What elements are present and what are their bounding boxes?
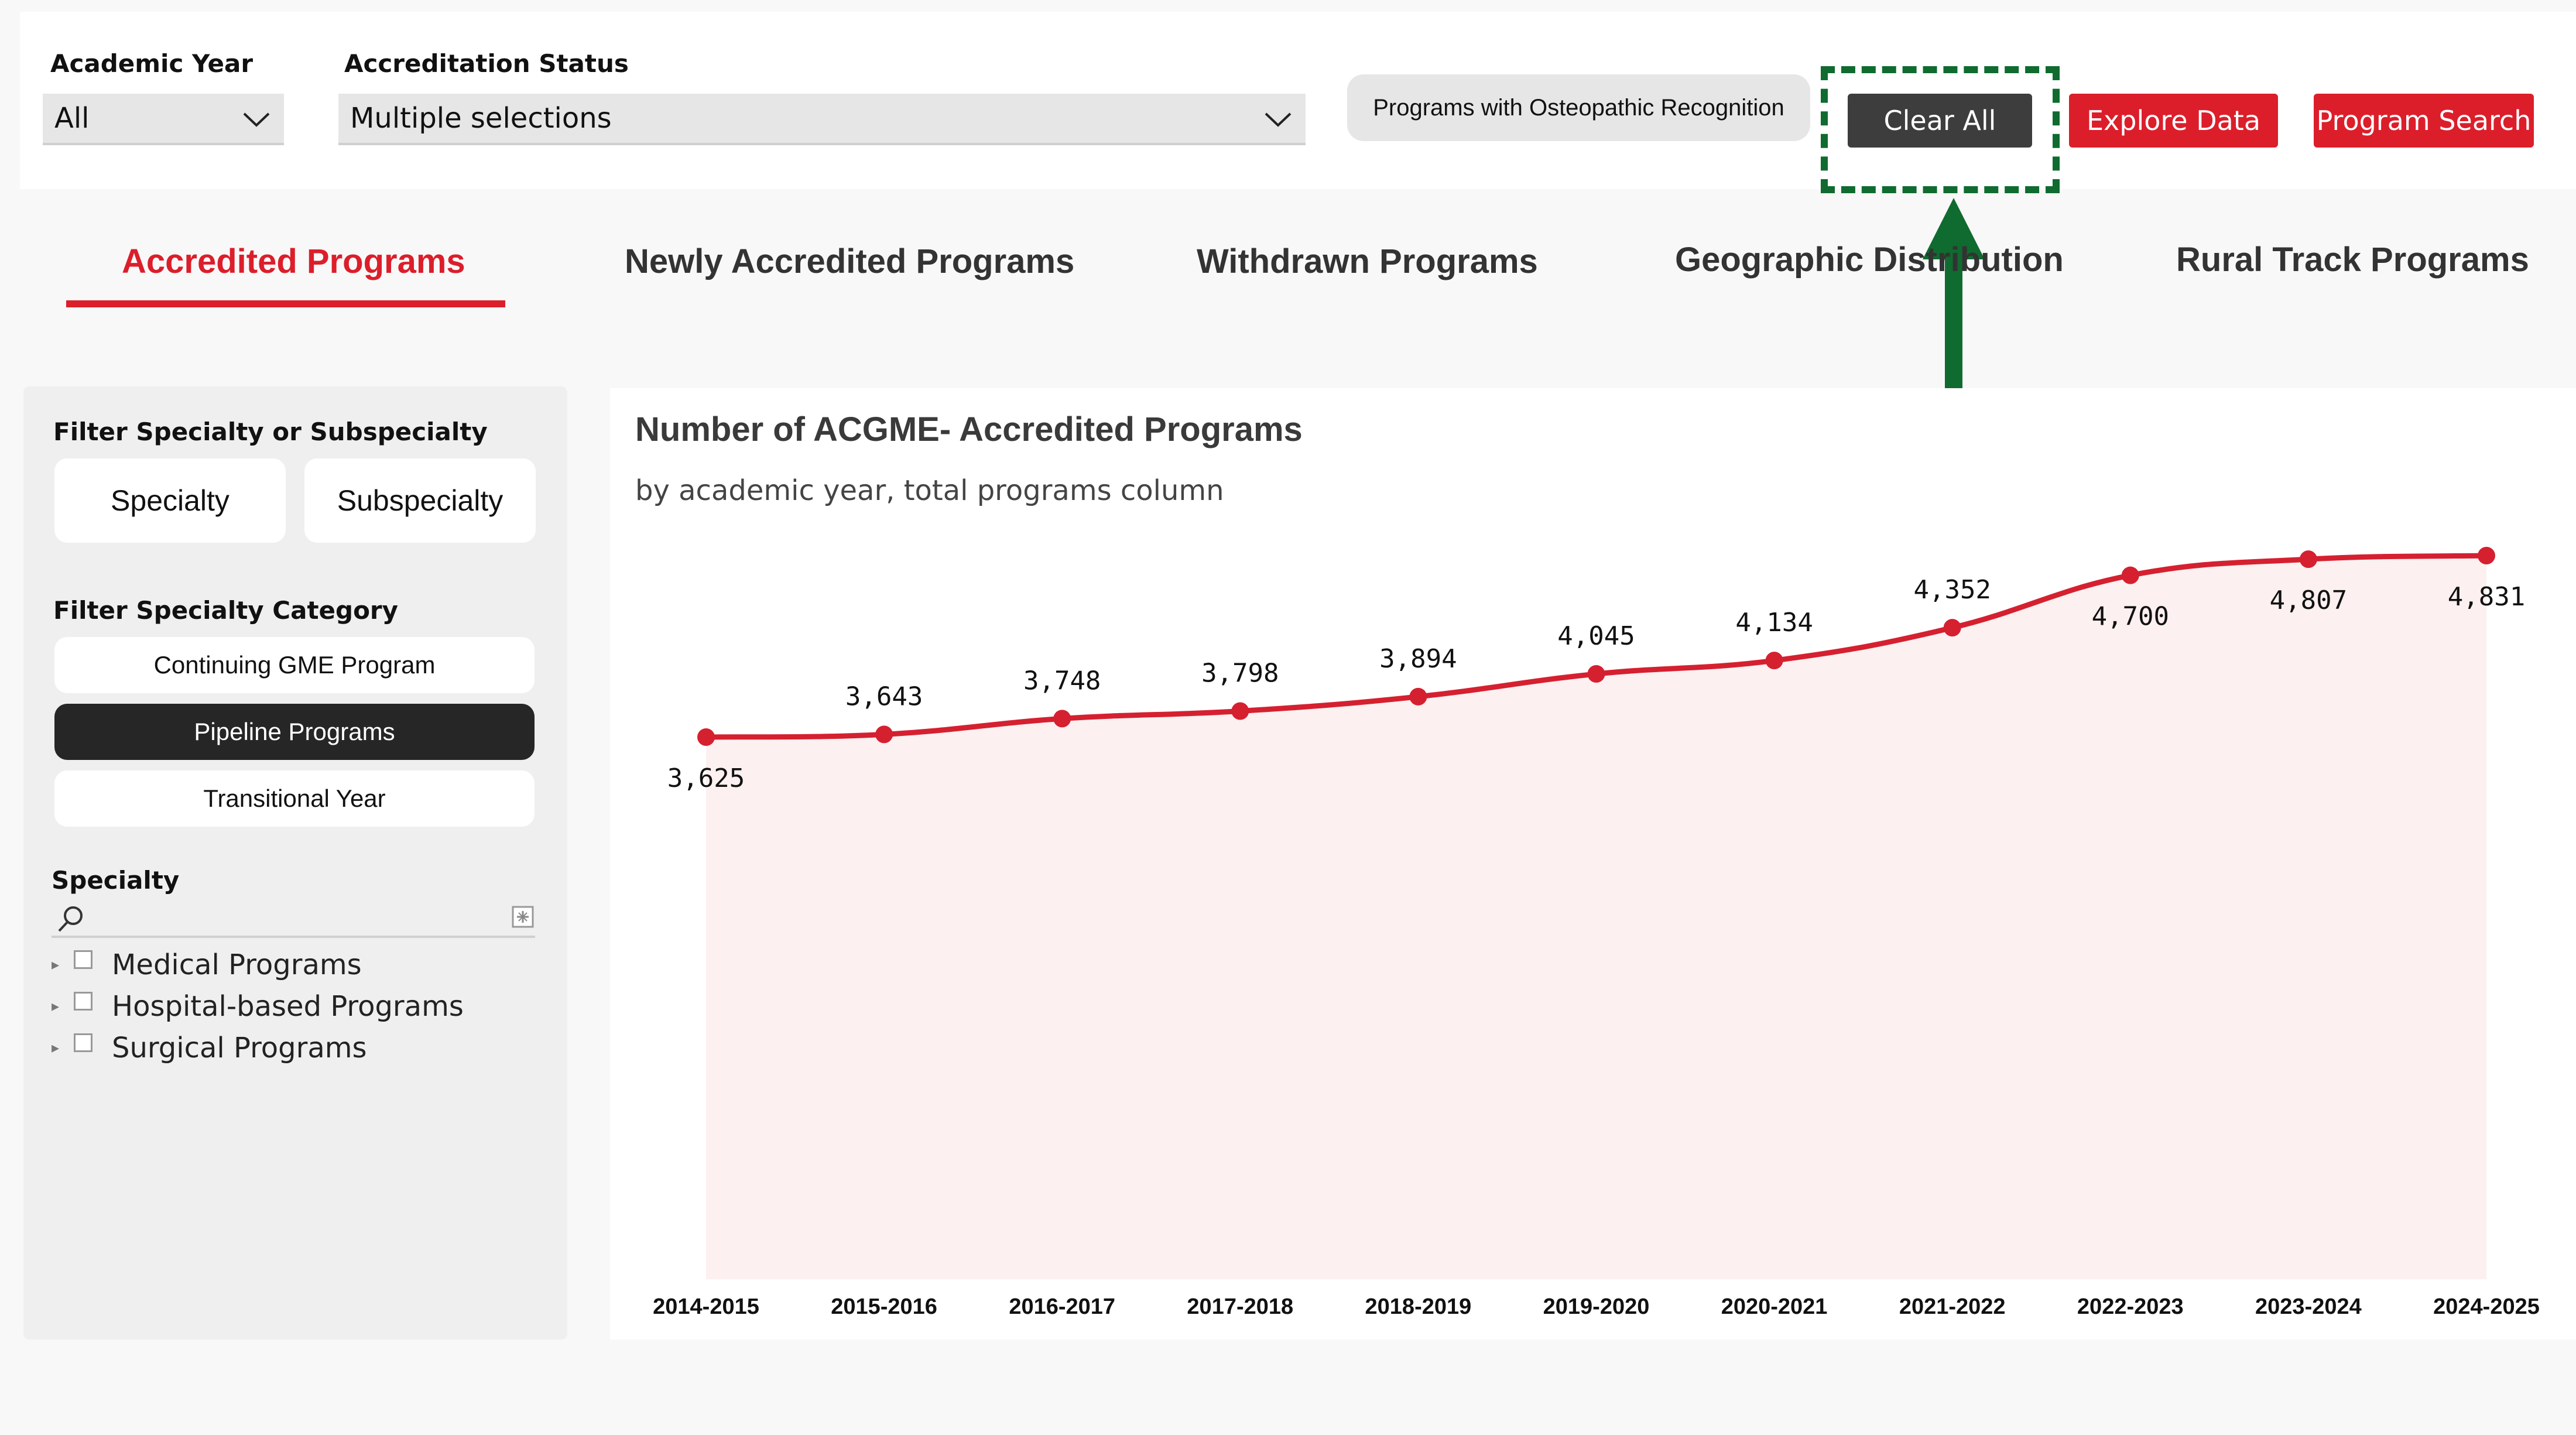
clear-all-button[interactable]: Clear All bbox=[1848, 94, 2032, 148]
x-tick-label: 2024-2025 bbox=[2433, 1294, 2540, 1319]
data-point[interactable] bbox=[875, 725, 893, 744]
data-point[interactable] bbox=[697, 728, 715, 746]
specialty-category-label: Filter Specialty Category bbox=[53, 596, 399, 625]
accreditation-status-label: Accreditation Status bbox=[344, 49, 629, 78]
explore-data-button[interactable]: Explore Data bbox=[2069, 94, 2278, 148]
data-label: 3,643 bbox=[845, 681, 923, 711]
specialty-button[interactable]: Specialty bbox=[54, 458, 286, 543]
clear-search-icon[interactable] bbox=[512, 906, 534, 928]
x-tick-label: 2022-2023 bbox=[2077, 1294, 2184, 1319]
search-underline bbox=[52, 936, 535, 938]
accreditation-status-value: Multiple selections bbox=[350, 102, 612, 135]
data-label: 3,894 bbox=[1379, 644, 1457, 674]
caret-right-icon[interactable]: ▸ bbox=[52, 955, 60, 973]
data-label: 4,045 bbox=[1557, 621, 1635, 651]
academic-year-value: All bbox=[54, 102, 90, 135]
tree-item[interactable]: ▸ Medical Programs bbox=[52, 948, 496, 984]
osteopathic-recognition-button[interactable]: Programs with Osteopathic Recognition bbox=[1347, 74, 1810, 141]
specialty-search-input[interactable] bbox=[89, 905, 501, 934]
checkbox[interactable] bbox=[74, 1033, 93, 1052]
data-point[interactable] bbox=[1231, 702, 1249, 720]
category-transitional-year[interactable]: Transitional Year bbox=[54, 770, 535, 827]
x-tick-label: 2018-2019 bbox=[1365, 1294, 1472, 1319]
category-pipeline-programs[interactable]: Pipeline Programs bbox=[54, 704, 535, 760]
data-label: 3,748 bbox=[1023, 666, 1101, 696]
data-label: 3,798 bbox=[1201, 659, 1279, 689]
academic-year-label: Academic Year bbox=[50, 49, 254, 78]
data-point[interactable] bbox=[1587, 665, 1605, 683]
filter-sidebar bbox=[23, 386, 567, 1340]
data-point[interactable] bbox=[2121, 566, 2139, 584]
data-label: 3,625 bbox=[667, 763, 745, 793]
caret-right-icon[interactable]: ▸ bbox=[52, 997, 60, 1015]
x-tick-label: 2015-2016 bbox=[831, 1294, 937, 1319]
data-point[interactable] bbox=[1409, 687, 1427, 705]
academic-year-dropdown[interactable]: All bbox=[43, 94, 284, 145]
data-point[interactable] bbox=[1943, 619, 1961, 637]
chevron-down-icon bbox=[243, 112, 270, 127]
data-point[interactable] bbox=[1765, 652, 1783, 670]
tab-rural-track-programs[interactable]: Rural Track Programs bbox=[2176, 241, 2529, 279]
area-fill bbox=[706, 556, 2486, 1279]
active-tab-underline bbox=[66, 300, 505, 307]
arrow-up-icon bbox=[1923, 198, 1985, 412]
data-label: 4,807 bbox=[2270, 585, 2347, 615]
x-tick-label: 2019-2020 bbox=[1543, 1294, 1650, 1319]
tree-item-label: Hospital-based Programs bbox=[112, 990, 464, 1023]
data-label: 4,831 bbox=[2448, 582, 2525, 612]
accreditation-status-dropdown[interactable]: Multiple selections bbox=[338, 94, 1306, 145]
tree-item[interactable]: ▸ Hospital-based Programs bbox=[52, 990, 496, 1025]
x-tick-label: 2021-2022 bbox=[1899, 1294, 2006, 1319]
x-tick-label: 2017-2018 bbox=[1187, 1294, 1293, 1319]
tab-newly-accredited-programs[interactable]: Newly Accredited Programs bbox=[625, 242, 1075, 280]
checkbox[interactable] bbox=[74, 950, 93, 969]
x-tick-label: 2016-2017 bbox=[1009, 1294, 1115, 1319]
chevron-down-icon bbox=[1265, 112, 1292, 127]
tree-item-label: Medical Programs bbox=[112, 948, 362, 981]
tree-item-label: Surgical Programs bbox=[112, 1032, 367, 1064]
data-label: 4,700 bbox=[2092, 602, 2169, 632]
x-tick-label: 2014-2015 bbox=[653, 1294, 759, 1319]
x-tick-label: 2023-2024 bbox=[2255, 1294, 2362, 1319]
chart-subtitle: by academic year, total programs column bbox=[635, 474, 1224, 507]
tree-item[interactable]: ▸ Surgical Programs bbox=[52, 1032, 496, 1067]
specialty-filter-label: Filter Specialty or Subspecialty bbox=[53, 417, 488, 446]
data-label: 4,352 bbox=[1913, 575, 1991, 605]
chart-title: Number of ACGME- Accredited Programs bbox=[635, 410, 1303, 448]
search-icon bbox=[58, 906, 83, 932]
x-tick-label: 2020-2021 bbox=[1721, 1294, 1828, 1319]
highlight-box bbox=[1821, 66, 2060, 193]
specialty-list-label: Specialty bbox=[52, 866, 180, 895]
category-continuing-gme[interactable]: Continuing GME Program bbox=[54, 637, 535, 693]
data-point[interactable] bbox=[1053, 710, 1071, 728]
tab-accredited-programs[interactable]: Accredited Programs bbox=[122, 242, 465, 280]
checkbox[interactable] bbox=[74, 992, 93, 1011]
subspecialty-button[interactable]: Subspecialty bbox=[304, 458, 536, 543]
data-point[interactable] bbox=[2299, 550, 2317, 568]
data-label: 4,134 bbox=[1735, 608, 1813, 638]
program-search-button[interactable]: Program Search bbox=[2314, 94, 2534, 148]
tab-geographic-distribution[interactable]: Geographic Distribution bbox=[1675, 241, 2064, 279]
data-point[interactable] bbox=[2478, 547, 2495, 564]
caret-right-icon[interactable]: ▸ bbox=[52, 1039, 60, 1056]
tab-withdrawn-programs[interactable]: Withdrawn Programs bbox=[1197, 242, 1538, 280]
